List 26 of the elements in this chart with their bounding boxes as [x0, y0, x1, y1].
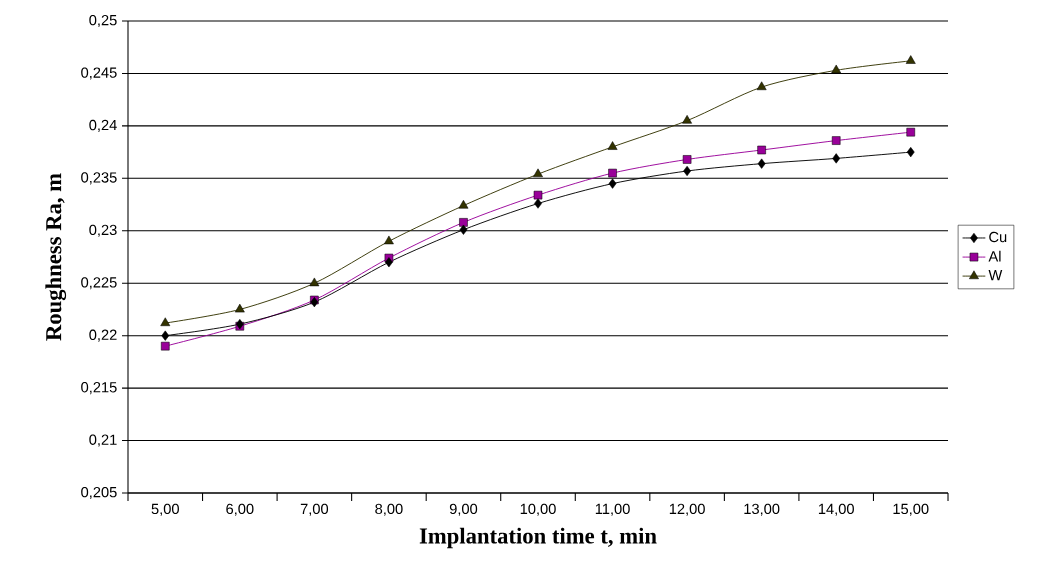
y-tick-label: 0,225 [81, 277, 117, 290]
x-tick-label: 8,00 [375, 503, 403, 516]
x-tick-label: 10,00 [520, 503, 556, 516]
y-tick-label: 0,245 [81, 67, 117, 80]
x-tick-label: 11,00 [595, 503, 630, 516]
y-tick-label: 0,21 [89, 434, 117, 447]
y-tick-label: 0,235 [81, 172, 117, 185]
x-tick-label: 5,00 [151, 503, 179, 516]
x-axis-title: Implantation time t, min [419, 527, 657, 549]
x-tick-label: 9,00 [449, 503, 478, 516]
legend-label: Cu [989, 231, 1007, 243]
x-tick-label: 12,00 [669, 503, 705, 516]
x-tick-label: 14,00 [818, 503, 854, 516]
y-tick-label: 0,22 [89, 329, 117, 342]
x-tick-label: 15,00 [893, 503, 929, 516]
y-tick-label: 0,215 [81, 382, 117, 395]
y-tick-label: 0,23 [89, 224, 117, 237]
legend-label: W [988, 270, 1003, 281]
legend-label: Al [988, 250, 1001, 262]
y-tick-label: 0,205 [81, 486, 117, 500]
y-axis-title: Roughness Ra, m [45, 173, 67, 341]
x-tick-label: 6,00 [226, 503, 254, 516]
x-tick-label: 7,00 [300, 503, 329, 516]
y-tick-label: 0,24 [89, 119, 117, 132]
x-tick-label: 13,00 [744, 503, 780, 516]
y-tick-label: 0,25 [89, 14, 117, 28]
